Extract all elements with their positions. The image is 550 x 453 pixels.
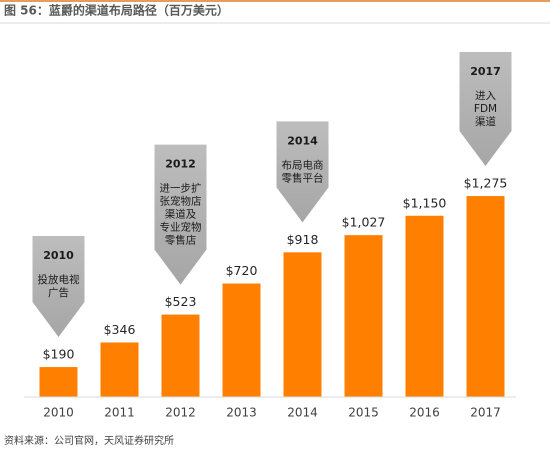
callout-text: 张宠物店 — [160, 195, 202, 208]
value-label: $1,275 — [464, 176, 508, 191]
callout-year: 2017 — [470, 65, 501, 78]
x-tick-label: 2012 — [165, 406, 196, 420]
callout-text: 零售店 — [165, 234, 197, 247]
callout-text: FDM — [474, 103, 497, 115]
bar — [161, 314, 200, 397]
callout-arrow — [276, 121, 329, 223]
callout-text: 投放电视 — [38, 273, 80, 286]
callout-year: 2010 — [43, 249, 74, 262]
callout-arrow — [32, 236, 85, 338]
x-tick-label: 2011 — [104, 406, 135, 420]
callout-year: 2012 — [165, 158, 196, 171]
x-tick-label: 2015 — [348, 406, 379, 420]
x-tick-label: 2010 — [43, 406, 74, 420]
bar — [222, 283, 261, 397]
value-label: $918 — [287, 232, 319, 247]
callout-year: 2014 — [287, 134, 318, 147]
x-tick-label: 2016 — [409, 406, 440, 420]
value-label: $1,150 — [403, 195, 447, 210]
callout-text: 专业宠物 — [160, 221, 202, 234]
x-tick-label: 2017 — [470, 406, 501, 420]
bar — [39, 367, 78, 397]
x-tick-label: 2013 — [226, 406, 257, 420]
bar — [405, 215, 444, 397]
value-label: $720 — [226, 263, 258, 278]
source-note: 资料来源：公司官网，天风证券研究所 — [4, 434, 174, 447]
callout-text: 广告 — [48, 286, 69, 299]
callout-text: 布局电商 — [282, 158, 324, 171]
callout-arrow — [154, 144, 207, 285]
value-label: $190 — [43, 347, 75, 362]
callout-text: 零售平台 — [282, 171, 324, 184]
callout-text: 进一步扩 — [160, 182, 202, 195]
callout-text: 渠道及 — [165, 208, 197, 221]
callout-text: 渠道 — [475, 115, 496, 128]
bar — [466, 196, 505, 397]
callout-text: 进入 — [475, 90, 496, 102]
x-tick-label: 2014 — [287, 406, 318, 420]
bar — [344, 235, 383, 397]
value-label: $1,027 — [342, 215, 386, 230]
callout-arrow — [459, 52, 512, 167]
value-label: $346 — [104, 322, 136, 337]
bar — [100, 342, 139, 397]
value-label: $523 — [165, 294, 197, 309]
chart-title: 图 56：蓝爵的渠道布局路径（百万美元） — [4, 3, 229, 18]
bar — [283, 252, 322, 397]
